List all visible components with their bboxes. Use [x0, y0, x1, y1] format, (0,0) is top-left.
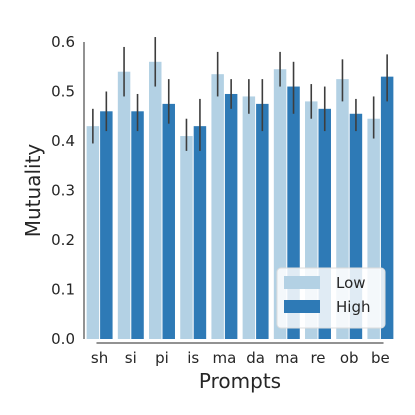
x-tick-label: is [187, 349, 199, 367]
bar-high-1 [131, 111, 144, 339]
bar-low-1 [117, 71, 131, 339]
x-tick-label: si [125, 349, 137, 367]
y-tick-label: 0.5 [51, 83, 75, 101]
x-tick-labels: sh si pi is ma da ma re ob be [91, 349, 390, 367]
x-tick-label: be [371, 349, 390, 367]
bar-high-4 [224, 93, 238, 339]
y-tick-label: 0.0 [51, 330, 75, 348]
bar-high-2 [162, 103, 175, 340]
bar-high-5 [256, 103, 269, 340]
legend-swatch-high [284, 300, 320, 313]
bar-low-4 [211, 74, 224, 340]
bar-low-2 [149, 61, 162, 340]
x-axis-title: Prompts [199, 369, 281, 393]
x-tick-label: re [310, 349, 325, 367]
bar-high-0 [100, 111, 113, 339]
y-tick-label: 0.6 [51, 33, 75, 51]
x-tick-label: sh [91, 349, 108, 367]
x-tick-label: pi [155, 349, 169, 367]
legend-label-low: Low [336, 274, 366, 292]
bar-low-3 [180, 136, 193, 339]
legend: Low High [276, 267, 386, 329]
y-tick-label: 0.1 [51, 281, 75, 299]
legend-label-high: High [336, 298, 370, 316]
x-tick-label: ob [340, 349, 359, 367]
bar-high-3 [193, 126, 207, 340]
bar-low-0 [86, 126, 100, 340]
y-tick-label: 0.2 [51, 231, 75, 249]
y-axis-title: Mutuality [21, 144, 45, 238]
bar-low-5 [242, 96, 256, 339]
x-tick-label: da [246, 349, 265, 367]
error-bars-layer [92, 37, 388, 151]
y-tick-label: 0.3 [51, 182, 75, 200]
y-tick-labels: 0.0 0.1 0.2 0.3 0.4 0.5 0.6 [51, 33, 75, 348]
legend-swatch-low [284, 276, 320, 289]
x-tick-label: ma [275, 349, 299, 367]
y-tick-label: 0.4 [51, 132, 75, 150]
x-tick-label: ma [212, 349, 236, 367]
